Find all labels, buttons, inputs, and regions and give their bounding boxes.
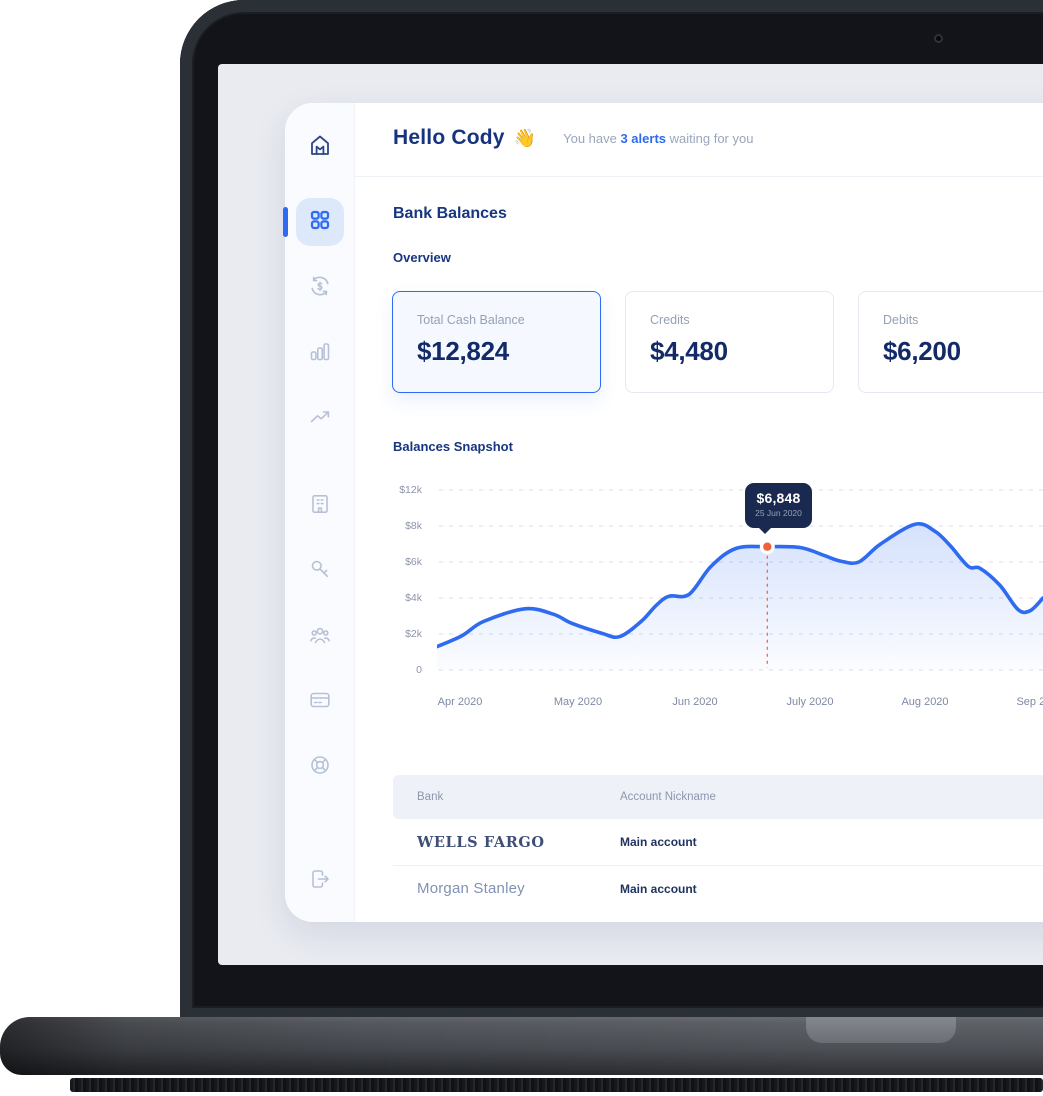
balances-area-chart[interactable] [437,480,1043,680]
webcam-dot [934,34,943,43]
surface-shadow [70,1078,1043,1092]
y-axis-tick: $12k [399,484,422,496]
sidebar-item-bar-chart[interactable] [285,329,355,377]
overview-card-credits[interactable]: Credits $4,480 [625,291,834,393]
y-axis-tick: $4k [405,592,422,604]
sidebar: $ [285,103,355,922]
alerts-text: You have 3 alerts waiting for you [563,131,753,146]
table-row[interactable]: Morgan Stanley Main account $4,650 [393,865,1043,911]
tooltip-date: 25 Jun 2020 [755,508,802,518]
y-axis-tick: $2k [405,628,422,640]
alerts-suffix: waiting for you [666,130,754,146]
card-label: Total Cash Balance [417,313,525,327]
app-logo[interactable] [285,127,355,167]
account-balance: $4,650 [978,835,1043,849]
dashboard-card: $ Hello Cody 👋 You have 3 alerts waiting… [283,103,1043,922]
chart-title: Balances Snapshot [393,439,513,454]
alerts-prefix: You have [563,130,621,146]
page-title: Bank Balances [393,205,507,222]
support-icon [308,753,332,782]
greeting-text: Hello Cody [393,126,505,149]
x-axis-tick: Sep 2020 [1016,696,1043,708]
bar-chart-icon [308,339,332,368]
x-axis-tick: Jun 2020 [672,696,718,708]
credit-card-icon [308,688,332,717]
header-divider [355,176,1043,177]
account-nickname: Main account [620,835,697,849]
sidebar-item-grid[interactable] [285,198,355,246]
col-balance: Balance [978,791,1043,803]
svg-text:$: $ [317,281,323,292]
sidebar-item-trend-up[interactable] [285,395,355,443]
sidebar-item-exchange-dollar[interactable]: $ [285,264,355,312]
account-balance: $4,650 [978,882,1043,896]
laptop-screen: $ Hello Cody 👋 You have 3 alerts waiting… [218,64,1043,965]
marker-dot[interactable] [763,542,772,551]
users-icon [308,623,332,652]
laptop-lid-notch [806,1017,956,1043]
chart-area-fill [437,523,1043,670]
y-axis-tick: 0 [416,664,422,676]
sidebar-item-users[interactable] [285,613,355,661]
card-value: $4,480 [650,336,728,366]
sidebar-item-key[interactable] [285,547,355,595]
col-nickname: Account Nickname [620,791,716,803]
trend-up-icon [308,405,332,434]
exchange-dollar-icon: $ [308,274,332,303]
y-axis-tick: $8k [405,520,422,532]
sidebar-item-logout[interactable] [285,857,355,905]
accounts-table: Bank Account Nickname Balance WELLS FARG… [393,775,1043,911]
logout-icon [308,867,332,896]
table-row[interactable]: WELLS FARGO Main account $4,650 [393,819,1043,865]
table-header-row: Bank Account Nickname Balance [393,775,1043,819]
x-axis-tick: May 2020 [553,696,603,708]
y-axis-tick: $6k [405,556,422,568]
key-icon [308,557,332,586]
col-bank: Bank [417,791,444,803]
bank-wordmark: WELLS FARGO [417,833,545,851]
sidebar-item-support[interactable] [285,743,355,791]
card-value: $6,200 [883,336,961,366]
x-axis-tick: Aug 2020 [901,696,949,708]
x-axis-tick: Apr 2020 [437,696,483,708]
header: Hello Cody 👋 You have 3 alerts waiting f… [393,126,753,150]
grid-icon [308,208,332,237]
overview-label: Overview [393,250,451,265]
wave-emoji: 👋 [513,127,537,148]
overview-cards: Total Cash Balance $12,824 Credits $4,480 De… [392,291,1043,393]
chart-tooltip: $6,848 25 Jun 2020 [745,483,812,534]
sidebar-item-credit-card[interactable] [285,678,355,726]
sidebar-item-building[interactable] [285,482,355,530]
home-logo-icon [308,133,332,162]
overview-card-debits[interactable]: Debits $6,200 [858,291,1043,393]
card-value: $12,824 [417,336,509,366]
building-icon [308,492,332,521]
overview-card-total-cash-balance[interactable]: Total Cash Balance $12,824 [392,291,601,393]
account-nickname: Main account [620,881,697,896]
tooltip-value: $6,848 [756,490,801,506]
card-label: Credits [650,313,690,327]
card-label: Debits [883,313,919,327]
x-axis-tick: July 2020 [786,696,834,708]
bank-wordmark: Morgan Stanley [417,880,525,897]
active-nav-indicator [283,207,288,237]
alerts-count-link[interactable]: 3 alerts [620,130,667,146]
